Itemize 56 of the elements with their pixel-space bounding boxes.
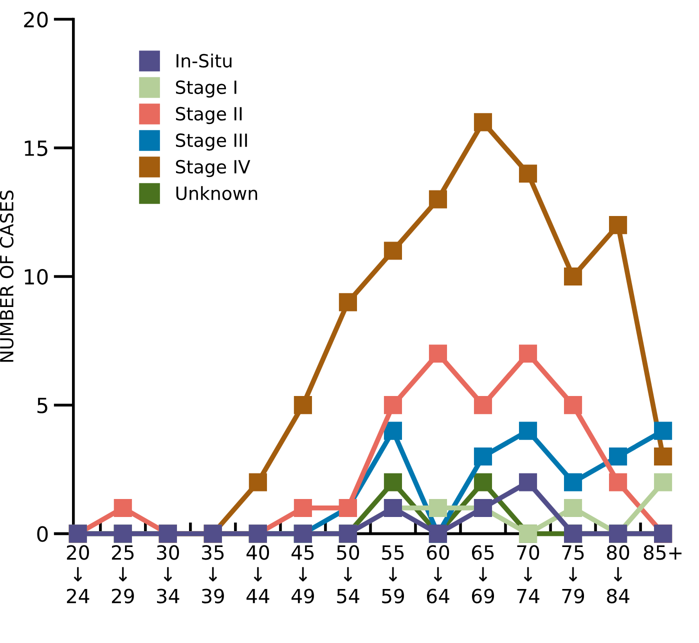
point — [609, 473, 628, 492]
point — [564, 498, 582, 517]
legend-label: Unknown — [176, 186, 258, 200]
x-tick-label: 20 ↓ 24 — [66, 545, 90, 604]
point — [428, 344, 448, 363]
point — [654, 422, 672, 440]
point — [428, 498, 448, 517]
point — [474, 448, 492, 466]
point — [338, 293, 357, 312]
point — [384, 396, 402, 414]
point — [654, 473, 672, 492]
point — [294, 396, 312, 414]
legend-label: Stage II — [176, 106, 242, 124]
x-tick-label: 25 ↓ 29 — [112, 545, 134, 604]
x-tick-label: 85+ — [644, 545, 682, 560]
x-tick-label: 30 ↓ 34 — [157, 545, 180, 604]
legend-label: Stage I — [176, 80, 236, 98]
x-tick-label: 70 ↓ 74 — [517, 545, 540, 604]
point — [474, 473, 492, 492]
point — [474, 396, 492, 414]
point — [384, 473, 402, 492]
x-tick-label: 50 ↓ 54 — [337, 545, 360, 604]
point — [294, 498, 312, 517]
point — [384, 422, 402, 440]
y-tick-label: 20 — [24, 12, 48, 28]
point — [428, 190, 448, 208]
point — [609, 216, 628, 234]
point — [564, 396, 582, 414]
point — [518, 422, 538, 440]
point — [654, 448, 672, 466]
x-tick-label: 75 ↓ 79 — [562, 545, 584, 604]
point — [609, 448, 628, 466]
x-tick-label: 45 ↓ 49 — [292, 545, 314, 604]
point — [384, 242, 402, 260]
x-tick-label: 80 ↓ 84 — [606, 545, 630, 604]
point — [518, 164, 538, 183]
x-tick-label: 60 ↓ 64 — [426, 545, 450, 604]
legend-label: Stage IV — [176, 160, 250, 178]
y-tick-label: 10 — [24, 268, 48, 285]
point — [474, 113, 492, 132]
y-tick-label: 0 — [37, 526, 48, 542]
y-tick-label: 5 — [37, 398, 48, 414]
point — [248, 473, 267, 492]
point — [518, 473, 538, 492]
x-tick-label: 40 ↓ 44 — [246, 545, 270, 604]
legend-label: In-Situ — [176, 54, 232, 68]
point — [564, 473, 582, 492]
legend-label: Stage III — [176, 133, 247, 151]
x-tick-label: 55 ↓ 59 — [382, 545, 404, 604]
point — [564, 267, 582, 286]
x-tick-label: 65 ↓ 69 — [472, 545, 494, 604]
x-tick-label: 35 ↓ 39 — [202, 545, 224, 604]
point — [114, 498, 132, 517]
y-tick-label: 15 — [24, 140, 48, 156]
point — [518, 344, 538, 363]
y-axis-title: NUMBER OF CASES — [0, 190, 14, 362]
